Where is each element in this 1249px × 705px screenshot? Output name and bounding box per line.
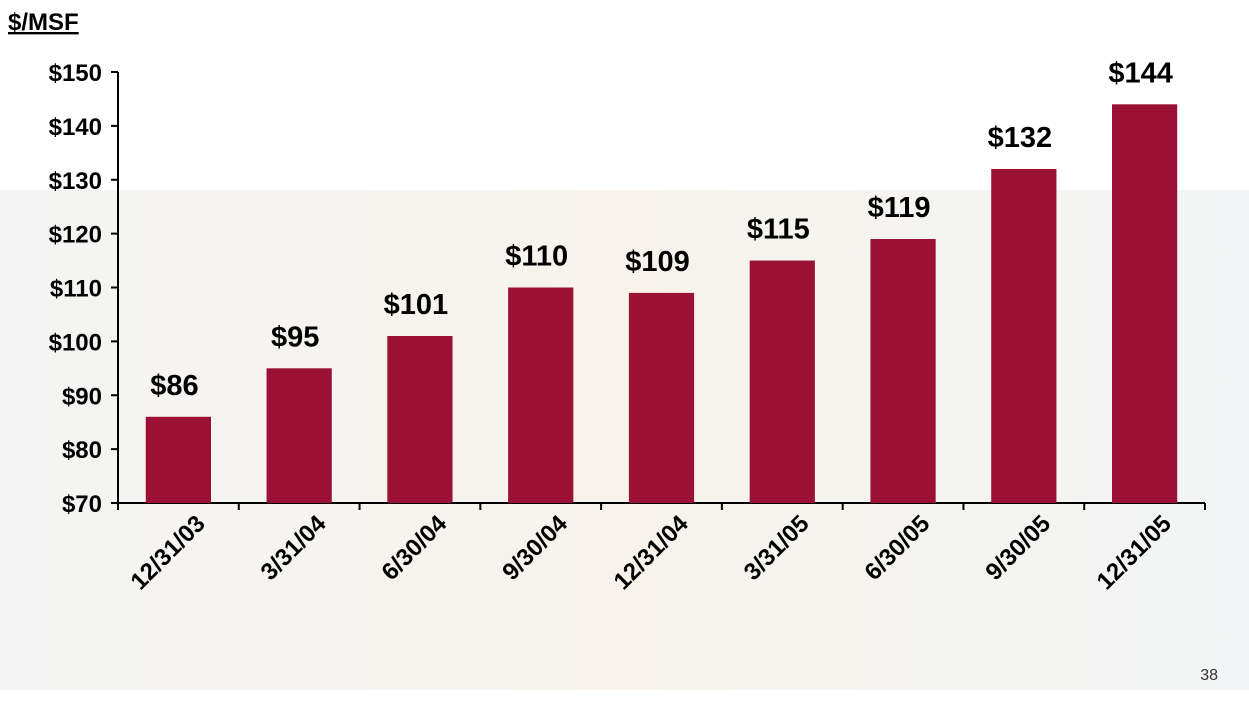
bar (266, 368, 332, 503)
y-axis-label: $/MSF (8, 9, 79, 36)
bar (749, 260, 815, 503)
y-tick-label: $80 (62, 437, 102, 464)
bar (628, 292, 695, 503)
value-label: $119 (868, 192, 931, 224)
value-label: $101 (384, 289, 449, 321)
value-label: $86 (150, 370, 198, 402)
y-tick-label: $90 (62, 383, 102, 410)
y-tick-label: $150 (49, 60, 102, 87)
bar (991, 168, 1057, 503)
bar (508, 287, 574, 503)
bar (870, 239, 936, 503)
page-number: 38 (1200, 667, 1218, 684)
y-tick-label: $130 (49, 168, 102, 195)
value-label: $110 (505, 241, 568, 273)
y-tick-label: $120 (49, 222, 102, 249)
value-label: $109 (625, 246, 690, 278)
value-label: $132 (988, 122, 1053, 154)
value-label: $95 (271, 321, 319, 353)
value-label: $144 (1108, 57, 1173, 89)
y-tick-label: $110 (50, 276, 102, 303)
bar (145, 416, 211, 503)
bar (387, 335, 453, 503)
y-tick-label: $140 (49, 114, 102, 141)
bar (1112, 104, 1178, 503)
y-tick-label: $70 (62, 491, 102, 518)
value-label: $115 (747, 214, 810, 246)
y-tick-label: $100 (49, 329, 102, 356)
